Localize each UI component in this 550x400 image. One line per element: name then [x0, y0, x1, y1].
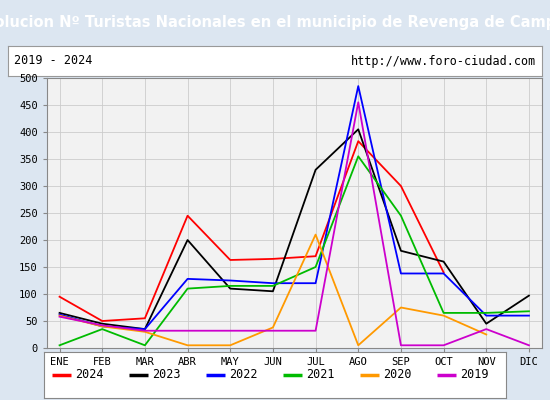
Text: 2019 - 2024: 2019 - 2024: [14, 54, 92, 68]
Text: http://www.foro-ciudad.com: http://www.foro-ciudad.com: [351, 54, 536, 68]
Text: 2020: 2020: [383, 368, 411, 382]
Text: 2021: 2021: [306, 368, 334, 382]
Text: 2022: 2022: [229, 368, 257, 382]
Text: 2023: 2023: [152, 368, 180, 382]
Text: 2019: 2019: [460, 368, 488, 382]
Text: 2024: 2024: [75, 368, 103, 382]
Text: Evolucion Nº Turistas Nacionales en el municipio de Revenga de Campos: Evolucion Nº Turistas Nacionales en el m…: [0, 16, 550, 30]
